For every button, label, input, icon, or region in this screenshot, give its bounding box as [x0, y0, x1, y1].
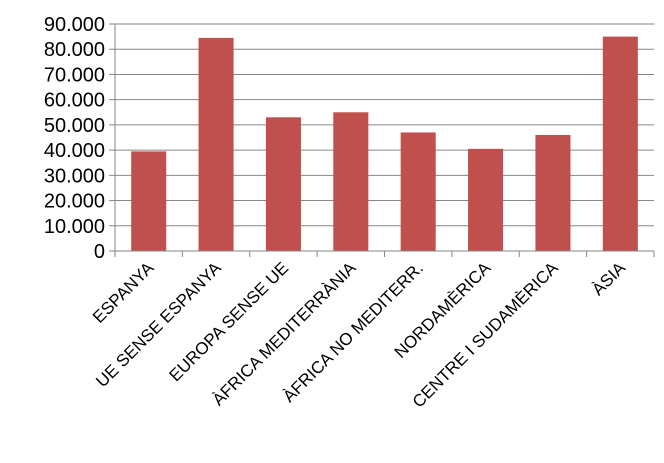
x-category-label: EUROPA SENSE UE — [165, 258, 292, 385]
x-category-label: CENTRE I SUDAMÈRICA — [409, 258, 562, 411]
y-tick-label: 80.000 — [44, 39, 105, 61]
y-tick-label: 50.000 — [44, 115, 105, 137]
y-tick-label: 60.000 — [44, 90, 105, 112]
y-tick-label: 40.000 — [44, 140, 105, 162]
bar — [131, 151, 167, 251]
y-tick-label: 10.000 — [44, 216, 105, 238]
x-category-label: ESPANYA — [89, 258, 158, 327]
bar — [400, 132, 436, 251]
y-tick-label: 30.000 — [44, 165, 105, 187]
y-tick-label: 90.000 — [44, 14, 105, 36]
bars — [131, 36, 638, 252]
bar — [198, 37, 234, 251]
x-category-label: ÀSIA — [588, 258, 629, 299]
y-tick-label: 70.000 — [44, 64, 105, 86]
y-tick-label: 0 — [94, 241, 105, 263]
axes — [114, 24, 654, 252]
x-category-label: ÀFRICA NO MEDITERR. — [279, 258, 427, 406]
bar — [333, 112, 369, 252]
y-axis-ticks: 0 10.000 20.000 30.000 40.000 50.000 60.000 70.… — [44, 14, 115, 263]
x-category-label: UE SENSE ESPANYA — [92, 258, 225, 391]
bar — [265, 117, 301, 251]
bar — [602, 36, 638, 251]
bar — [535, 134, 571, 251]
bar — [468, 148, 504, 251]
gridlines — [115, 23, 654, 227]
y-tick-label: 20.000 — [44, 191, 105, 213]
